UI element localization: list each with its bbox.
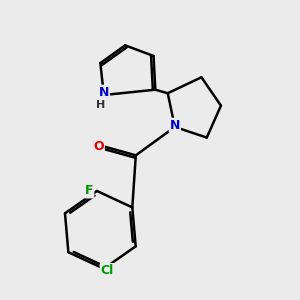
Text: Cl: Cl — [101, 264, 114, 277]
Text: N: N — [99, 86, 109, 99]
Text: O: O — [93, 140, 104, 153]
Text: H: H — [96, 100, 106, 110]
Text: N: N — [169, 119, 180, 132]
Text: F: F — [85, 184, 93, 197]
